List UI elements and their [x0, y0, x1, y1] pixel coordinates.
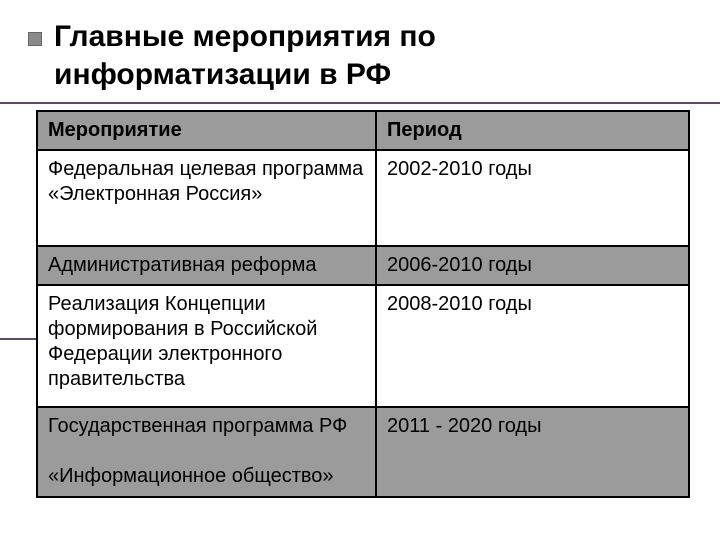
cell-event: Федеральная целевая программа «Электронн… [37, 150, 376, 246]
cell-event: Административная реформа [37, 246, 376, 285]
events-table-wrap: Мероприятие Период Федеральная целевая п… [36, 110, 690, 498]
table-row: Федеральная целевая программа «Электронн… [37, 150, 689, 246]
accent-line-under-title [0, 102, 720, 104]
cell-period: 2008-2010 годы [376, 285, 689, 407]
accent-line-left [0, 338, 36, 340]
cell-period: 2006-2010 годы [376, 246, 689, 285]
header-period: Период [376, 111, 689, 150]
table-row: Административная реформа 2006-2010 годы [37, 246, 689, 285]
events-table: Мероприятие Период Федеральная целевая п… [36, 110, 690, 498]
slide: Главные мероприятия по информатизации в … [0, 0, 720, 540]
cell-period: 2002-2010 годы [376, 150, 689, 246]
cell-event-line2: «Информационное общество» [48, 465, 334, 487]
title-block: Главные мероприятия по информатизации в … [0, 0, 720, 93]
cell-event-line1: Государственная программа РФ [48, 415, 347, 437]
title-line-2: информатизации в РФ [54, 58, 391, 91]
header-event: Мероприятие [37, 111, 376, 150]
page-title: Главные мероприятия по информатизации в … [54, 18, 680, 93]
table-row: Реализация Концепции формирования в Росс… [37, 285, 689, 407]
title-bullet [28, 32, 42, 46]
title-line-1: Главные мероприятия по [54, 20, 436, 53]
cell-event: Реализация Концепции формирования в Росс… [37, 285, 376, 407]
cell-event: Государственная программа РФ «Информацио… [37, 407, 376, 497]
table-header-row: Мероприятие Период [37, 111, 689, 150]
table-row: Государственная программа РФ «Информацио… [37, 407, 689, 497]
cell-period: 2011 - 2020 годы [376, 407, 689, 497]
